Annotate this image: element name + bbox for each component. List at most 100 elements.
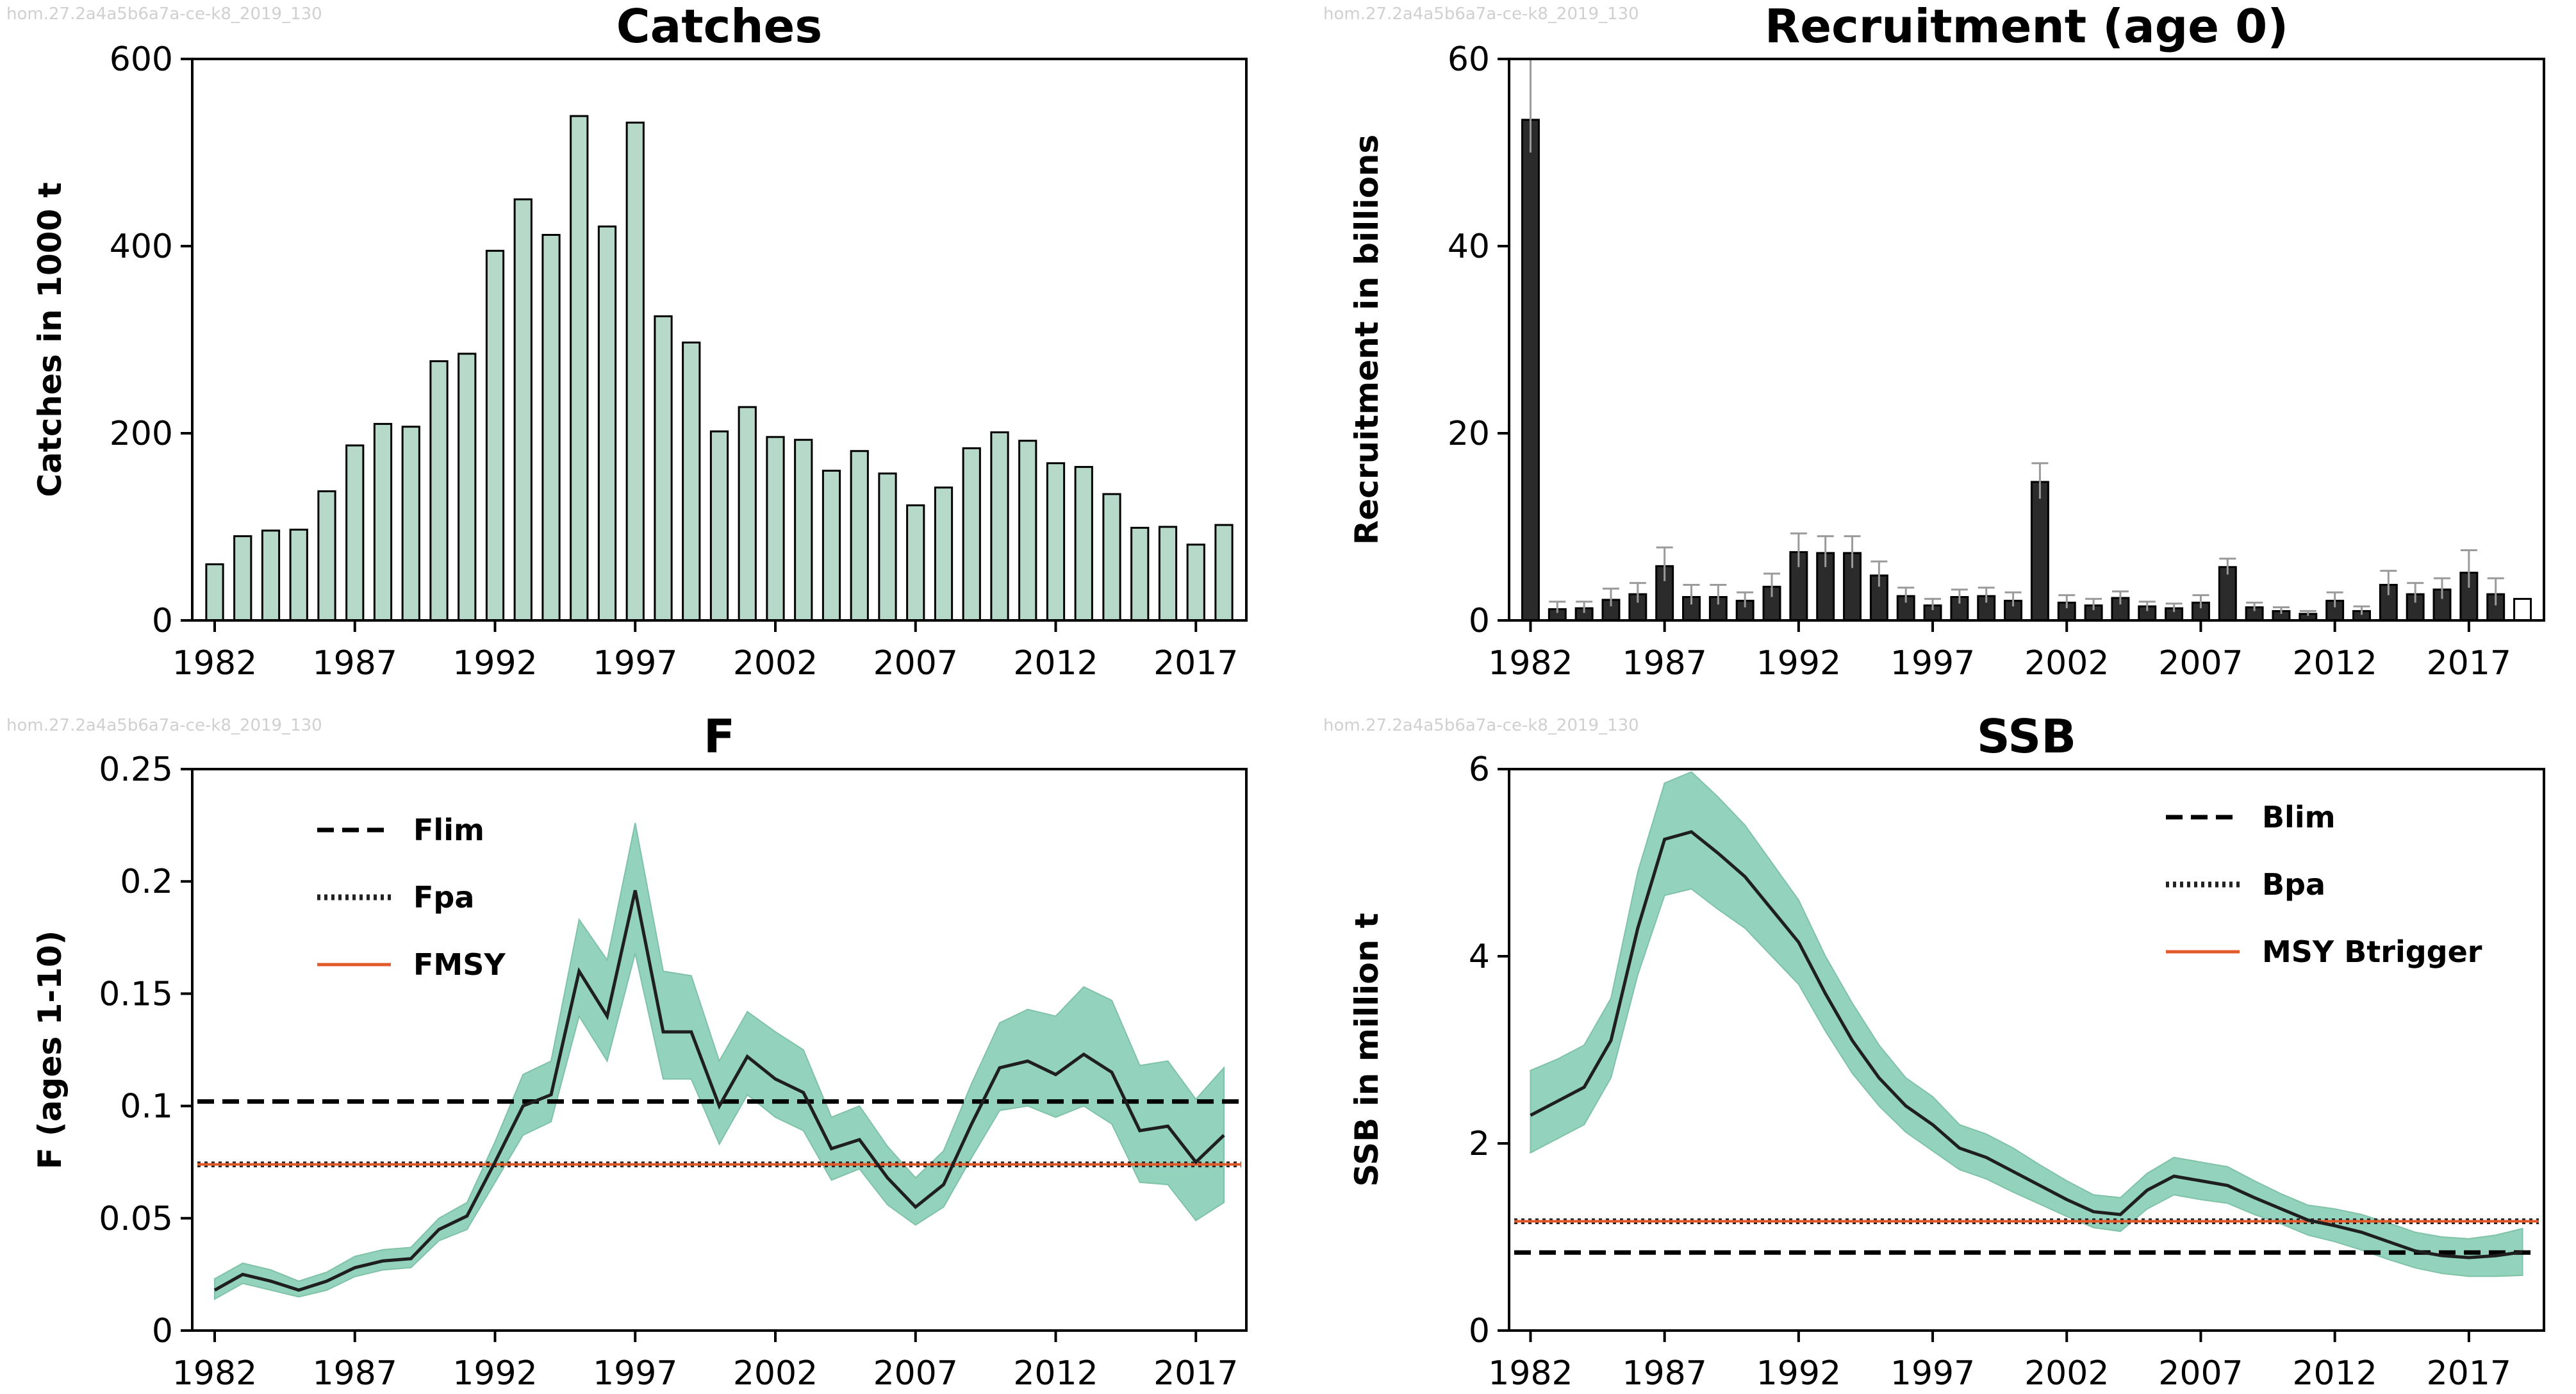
recruitment-x-tick-label: 1987 <box>1622 644 1706 683</box>
ssb-series-line <box>1530 830 2523 1259</box>
catches-bar <box>1130 526 1150 622</box>
catches-bar <box>541 233 561 622</box>
f-y-tick-label: 0.05 <box>99 1200 173 1238</box>
ssb-x-tick-label: 2002 <box>2024 1354 2109 1391</box>
catches-bar <box>906 504 925 622</box>
catches-bar <box>1186 543 1205 622</box>
catches-bar <box>654 315 673 622</box>
catches-bar <box>625 121 645 622</box>
f-x-tick-label: 1982 <box>172 1354 257 1391</box>
catches-bar <box>878 472 897 622</box>
ssb-x-tick-label: 1982 <box>1488 1354 1573 1391</box>
catches-bar <box>233 535 252 622</box>
recruitment-y-tick-label: 20 <box>1448 415 1490 453</box>
f-x-tick-label: 2012 <box>1013 1354 1098 1391</box>
ssb-y-tick-label: 2 <box>1469 1125 1490 1163</box>
ssb-x-tick-label: 1987 <box>1622 1354 1706 1391</box>
ssb-y-tick-label: 6 <box>1469 751 1490 789</box>
f-x-tick-label: 2017 <box>1153 1354 1238 1391</box>
catches-y-axis-label: Catches in 1000 t <box>31 182 69 497</box>
recruitment-bar <box>2030 481 2049 622</box>
f-y-tick-label: 0.1 <box>120 1088 173 1126</box>
ssb-x-tick-label: 2012 <box>2292 1354 2377 1391</box>
f-y-tick-label: 0.2 <box>120 863 173 901</box>
recruitment-panel: Recruitment (age 0) Recruitment in billio… <box>1348 0 2545 683</box>
recruitment-y-tick-label: 0 <box>1469 602 1490 640</box>
catches-bar <box>345 444 365 622</box>
catches-y-tick-label: 200 <box>110 415 173 453</box>
catches-bar <box>429 360 449 622</box>
recruitment-x-tick-label: 2002 <box>2024 644 2109 683</box>
recruitment-bar <box>1521 119 1540 622</box>
ssb-legend-label: MSY Btrigger <box>2262 934 2482 969</box>
recruitment-y-axis-label: Recruitment in billions <box>1348 135 1385 545</box>
catches-bar <box>934 486 954 622</box>
catches-bar <box>485 249 505 622</box>
catches-x-tick-label: 1987 <box>313 644 397 683</box>
catches-bar <box>1158 526 1178 622</box>
f-y-tick-label: 0.15 <box>99 975 173 1013</box>
catches-y-tick-label: 0 <box>152 602 173 640</box>
f-confidence-band <box>214 822 1225 1300</box>
ssb-x-tick-label: 1992 <box>1756 1354 1841 1391</box>
recruitment-y-tick-label: 60 <box>1448 40 1490 79</box>
f-y-tick-label: 0.25 <box>99 751 173 789</box>
catches-bar <box>1046 462 1066 622</box>
catches-x-tick-label: 1982 <box>172 644 257 683</box>
recruitment-bar <box>2218 566 2237 622</box>
catches-bar <box>458 353 477 622</box>
catches-plot-frame <box>191 58 1248 622</box>
recruitment-x-tick-label: 1997 <box>1890 644 1975 683</box>
catches-title: Catches <box>616 0 822 53</box>
catches-panel: Catches Catches in 1000 t 0 200 400 600 1982 19… <box>31 0 1248 683</box>
catches-y-tick-label: 600 <box>110 40 173 79</box>
f-x-tick-label: 2007 <box>873 1354 958 1391</box>
ssb-legend-label: Bpa <box>2262 867 2325 902</box>
f-watermark: hom.27.2a4a5b6a7a-ce-k8_2019_130 <box>6 716 322 735</box>
ssb-x-tick-label: 2017 <box>2427 1354 2511 1391</box>
f-x-tick-label: 1987 <box>313 1354 397 1391</box>
catches-watermark: hom.27.2a4a5b6a7a-ce-k8_2019_130 <box>6 4 322 24</box>
ssb-x-tick-label: 1997 <box>1890 1354 1975 1391</box>
catches-bar <box>962 447 981 622</box>
catches-x-tick-label: 2017 <box>1153 644 1238 683</box>
f-title: F <box>704 709 735 763</box>
f-x-tick-label: 2002 <box>733 1354 818 1391</box>
catches-bar <box>205 563 224 622</box>
ssb-watermark: hom.27.2a4a5b6a7a-ce-k8_2019_130 <box>1323 716 1639 735</box>
catches-bar <box>1018 440 1037 622</box>
ssb-y-tick-label: 4 <box>1469 938 1490 976</box>
catches-y-tick-label: 400 <box>110 228 173 266</box>
ssb-confidence-band <box>1530 771 2523 1277</box>
ssb-y-tick-label: 0 <box>1469 1312 1490 1350</box>
catches-bar <box>822 469 841 622</box>
catches-x-tick-label: 2002 <box>733 644 818 683</box>
ssb-y-axis-label: SSB in million t <box>1348 913 1385 1186</box>
f-x-tick-label: 1992 <box>452 1354 537 1391</box>
f-series-line <box>213 890 1225 1292</box>
catches-bar <box>401 426 420 622</box>
recruitment-y-tick-label: 40 <box>1448 228 1490 266</box>
recruitment-x-tick-label: 1982 <box>1488 644 1573 683</box>
catches-bar <box>738 406 757 622</box>
catches-x-tick-label: 2012 <box>1013 644 1098 683</box>
f-x-tick-label: 1997 <box>593 1354 677 1391</box>
catches-x-tick-label: 2007 <box>873 644 958 683</box>
f-y-tick-label: 0 <box>152 1312 173 1350</box>
catches-bar <box>1074 466 1093 622</box>
catches-bar <box>261 529 281 622</box>
f-plot-frame <box>191 768 1248 1332</box>
catches-x-tick-label: 1997 <box>593 644 677 683</box>
f-legend-label: Fpa <box>413 880 474 915</box>
recruitment-x-tick-label: 2017 <box>2427 644 2511 683</box>
recruitment-watermark: hom.27.2a4a5b6a7a-ce-k8_2019_130 <box>1323 4 1639 24</box>
ssb-plot-frame <box>1508 768 2545 1332</box>
f-legend-label: Flim <box>413 813 484 847</box>
catches-x-tick-label: 1992 <box>452 644 537 683</box>
catches-bar <box>990 431 1009 622</box>
catches-bar <box>794 438 813 622</box>
f-y-axis-label: F (ages 1-10) <box>31 931 69 1170</box>
catches-bar <box>373 422 393 622</box>
